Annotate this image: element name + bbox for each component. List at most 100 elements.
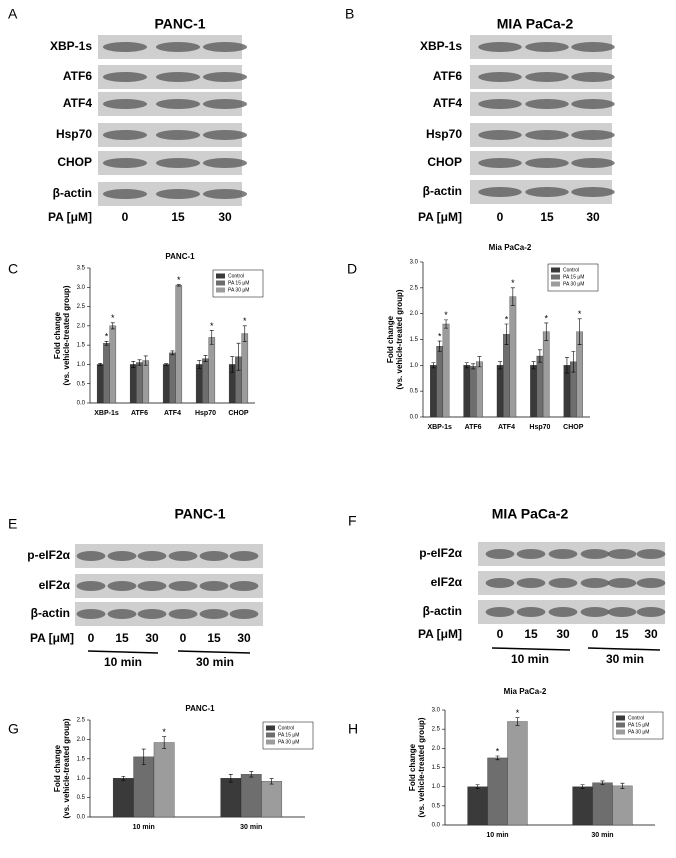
- blot-band: [548, 607, 578, 617]
- error-bar: [121, 775, 126, 781]
- blot-row-label: β-actin: [31, 606, 70, 620]
- blot-band: [478, 130, 522, 140]
- error-bar: [104, 340, 109, 346]
- y-axis-label: (vs. vehicle-treated group): [62, 285, 71, 385]
- error-bar: [537, 349, 542, 363]
- chart-title: Mia PaCa-2: [504, 687, 547, 696]
- y-tick-label: 0.0: [77, 815, 86, 821]
- bar: [430, 365, 437, 418]
- error-bar: [475, 784, 480, 789]
- blot-band: [229, 551, 259, 561]
- x-tick-label: 30 min: [240, 824, 262, 831]
- legend-label: PA 15 μM: [278, 732, 299, 738]
- blot-band: [199, 581, 229, 591]
- y-tick-label: 1.0: [432, 784, 441, 790]
- y-tick-label: 1.5: [77, 756, 86, 762]
- error-bar: [510, 287, 515, 306]
- error-bar: [170, 350, 175, 356]
- bar: [487, 757, 508, 826]
- x-tick-label: Hsp70: [529, 424, 550, 431]
- blot-band: [155, 42, 201, 52]
- y-tick-label: 0.5: [77, 381, 86, 387]
- blot-band: [636, 549, 666, 559]
- x-tick-label: CHOP: [563, 424, 584, 431]
- legend-label: PA 15 μM: [228, 280, 249, 286]
- lane-label: 0: [592, 627, 599, 641]
- lane-axis-label: PA [μM]: [418, 627, 462, 641]
- legend-swatch: [266, 732, 275, 738]
- lane-label: 0: [122, 210, 129, 224]
- blot-band: [525, 99, 569, 109]
- lane-label: 30: [237, 631, 251, 645]
- blot-band: [107, 609, 137, 619]
- blot-band: [76, 609, 106, 619]
- x-tick-label: CHOP: [228, 410, 249, 417]
- lane-label: 15: [540, 210, 554, 224]
- error-bar: [162, 736, 167, 749]
- lane-label: 0: [88, 631, 95, 645]
- blot-band: [548, 578, 578, 588]
- bar: [530, 365, 537, 418]
- bar: [240, 774, 262, 818]
- lane-label: 15: [615, 627, 629, 641]
- error-bar: [444, 319, 449, 329]
- bar: [202, 358, 209, 404]
- x-tick-label: ATF6: [131, 410, 148, 417]
- x-tick-label: ATF4: [498, 424, 515, 431]
- blot-row-label: XBP-1s: [50, 39, 92, 53]
- lane-label: 15: [115, 631, 129, 645]
- panel-letter: C: [8, 261, 18, 277]
- lane-label: 0: [497, 627, 504, 641]
- group-line: [87, 650, 159, 654]
- blot-band: [525, 42, 569, 52]
- blot-band: [478, 42, 522, 52]
- bar: [169, 352, 176, 404]
- blot-band: [580, 607, 610, 617]
- error-bar: [431, 362, 436, 369]
- significance-marker: *: [578, 309, 582, 319]
- blot-band: [229, 609, 259, 619]
- error-bar: [620, 782, 625, 789]
- blot-band: [516, 578, 546, 588]
- bar: [542, 331, 550, 418]
- error-bar: [209, 330, 214, 345]
- group-line: [587, 647, 661, 651]
- blot-band: [636, 607, 666, 617]
- blot-band: [102, 42, 148, 52]
- error-bar: [515, 717, 520, 726]
- bar: [503, 334, 510, 418]
- blot-band: [478, 99, 522, 109]
- blot-row-label: ATF6: [433, 69, 462, 83]
- error-bar: [477, 356, 482, 368]
- significance-marker: *: [438, 331, 442, 341]
- blot-band: [76, 551, 106, 561]
- bar: [162, 364, 170, 404]
- blot-band: [525, 130, 569, 140]
- y-tick-label: 1.5: [77, 343, 86, 349]
- legend-label: PA 15 μM: [563, 274, 584, 280]
- x-tick-label: XBP-1s: [427, 424, 452, 431]
- bar: [142, 360, 150, 404]
- legend-swatch: [551, 267, 560, 273]
- legend-swatch: [616, 722, 625, 728]
- bar: [476, 361, 483, 418]
- error-bar: [464, 362, 469, 369]
- panel-letter: B: [345, 6, 354, 22]
- y-axis-label: Fold change: [53, 311, 62, 359]
- blot-band: [155, 189, 201, 199]
- legend-swatch: [616, 715, 625, 721]
- blot-row-label: CHOP: [57, 155, 92, 169]
- bar: [109, 325, 117, 404]
- significance-marker: *: [105, 332, 109, 342]
- bar: [436, 346, 444, 418]
- y-tick-label: 2.0: [410, 311, 419, 317]
- blot-band: [202, 42, 248, 52]
- bar: [507, 721, 528, 826]
- significance-marker: *: [162, 727, 166, 737]
- lane-axis-label: PA [μM]: [418, 210, 462, 224]
- blot-band: [107, 551, 137, 561]
- blot-band: [478, 72, 522, 82]
- legend-swatch: [551, 281, 560, 287]
- legend-swatch: [216, 280, 225, 286]
- blot-band: [525, 187, 569, 197]
